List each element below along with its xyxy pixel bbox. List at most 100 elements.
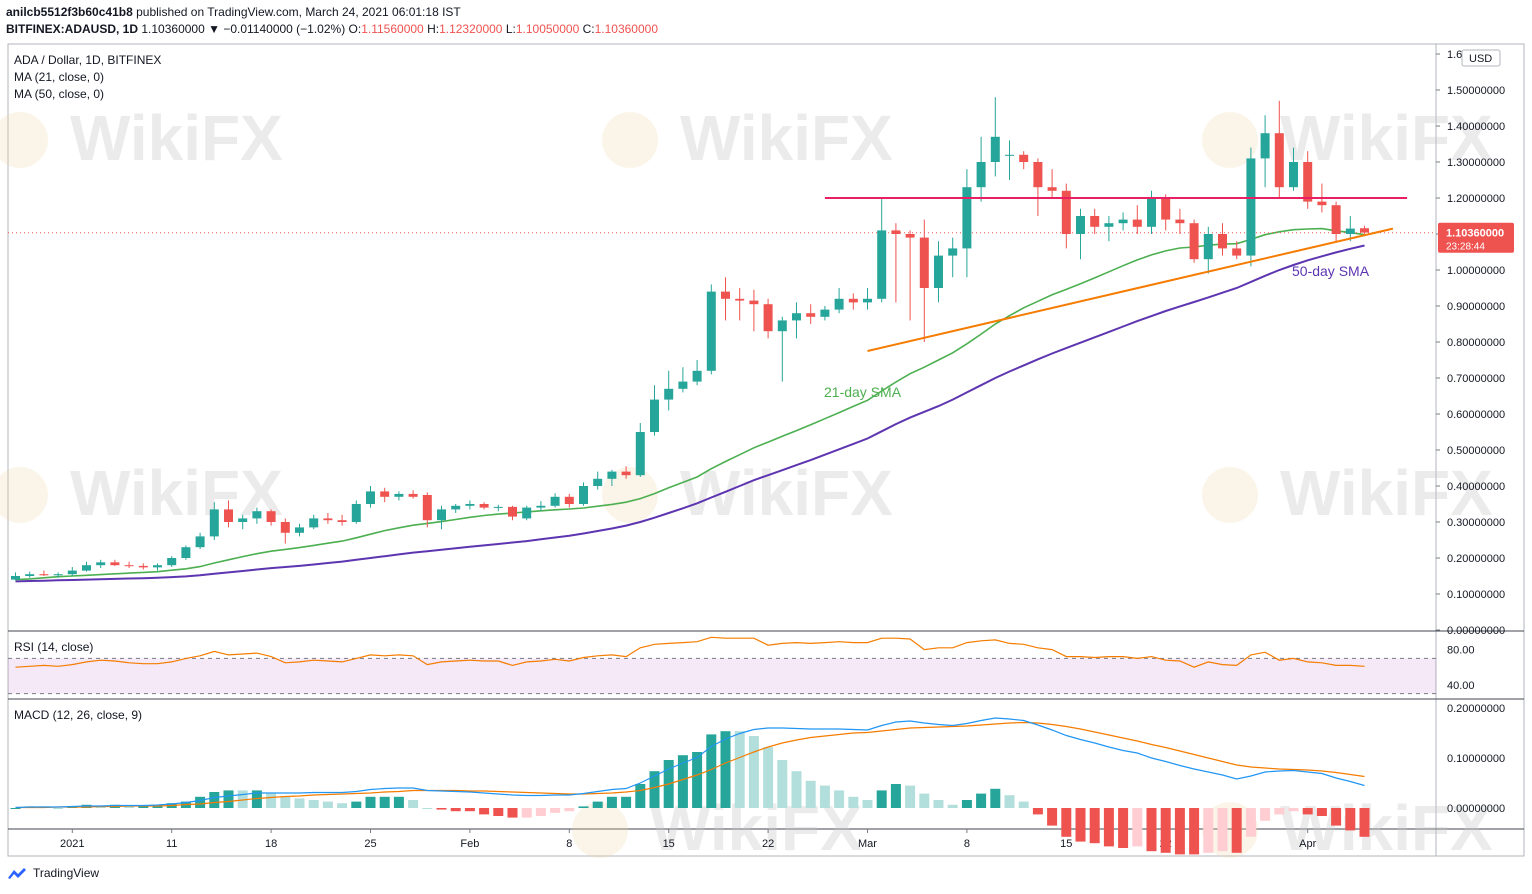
candle-body: [650, 399, 659, 432]
macd-histogram-bar: [464, 808, 475, 812]
candle-body: [948, 248, 958, 256]
macd-signal-line: [15, 721, 1365, 809]
chart-frame: [7, 43, 1525, 857]
macd-histogram-bar: [124, 806, 135, 808]
ohlc-header: BITFINEX:ADAUSD, 1D 1.10360000 ▼ −0.0114…: [6, 22, 658, 36]
close-value: 1.10360000: [594, 22, 658, 36]
candle-body: [1019, 154, 1029, 162]
candle-body: [962, 187, 972, 249]
macd-histogram-bar: [422, 808, 433, 809]
macd-histogram-bar: [720, 731, 731, 808]
time-tick-label: 2021: [60, 838, 84, 850]
time-tick-label: Apr: [1299, 838, 1316, 850]
candle-body: [53, 574, 63, 576]
macd-histogram-bar: [961, 800, 972, 808]
macd-histogram-bar: [1359, 808, 1370, 837]
candle-body: [891, 230, 901, 234]
ma21-legend[interactable]: MA (21, close, 0): [14, 70, 105, 84]
candle-body: [678, 381, 688, 389]
candle-body: [167, 558, 177, 566]
candle-body: [153, 565, 162, 568]
candle-body: [493, 506, 503, 508]
candle-body: [479, 504, 489, 508]
candle-body: [1033, 162, 1043, 188]
macd-histogram-bar: [195, 796, 206, 808]
candle-body: [209, 509, 219, 537]
macd-histogram-bar: [450, 808, 461, 812]
price-tick-label: 0.50000000: [1447, 445, 1505, 457]
price-tick-label: 1.6: [1447, 49, 1462, 61]
candle-body: [238, 518, 248, 522]
macd-legend[interactable]: MACD (12, 26, close, 9): [14, 708, 143, 722]
macd-histogram-bar: [1189, 808, 1200, 855]
candle-body: [692, 370, 702, 382]
watermark-text: WikiFX: [1280, 457, 1493, 529]
time-tick-label: 15: [663, 838, 675, 850]
macd-histogram-bar: [763, 747, 774, 808]
low-value: 1.10050000: [515, 22, 580, 36]
candle-body: [579, 486, 588, 504]
macd-histogram-bar: [322, 801, 333, 808]
macd-histogram-bar: [1061, 808, 1072, 837]
publisher-name[interactable]: anilcb5512f3b60c41b8: [6, 5, 133, 19]
candle-body: [564, 496, 574, 504]
rsi-tick-label: 80.00: [1447, 645, 1475, 657]
last-price-box: [1438, 222, 1514, 253]
rsi-legend[interactable]: RSI (14, close): [14, 640, 94, 654]
candle-body: [1161, 198, 1171, 220]
close-label: C:: [582, 22, 595, 36]
macd-histogram-bar: [834, 790, 845, 808]
macd-histogram-bar: [10, 808, 21, 809]
time-tick-label: Mar: [858, 838, 877, 850]
open-value: 1.11560000: [361, 22, 424, 36]
last-price: 1.10360000: [141, 22, 205, 36]
high-label: H:: [427, 22, 440, 36]
ma50-legend[interactable]: MA (50, close, 0): [14, 87, 105, 101]
publish-date: published on TradingView.com, March 24, …: [136, 5, 461, 19]
time-tick-label: 25: [364, 838, 376, 850]
price-tick-label: 1.20000000: [1447, 193, 1505, 205]
macd-histogram-bar: [351, 801, 362, 808]
sma21-annotation: 21-day SMA: [824, 384, 902, 400]
candle-body: [224, 509, 233, 522]
watermark-logo-icon: [0, 467, 48, 523]
candle-body: [607, 471, 617, 479]
low-label: L:: [505, 22, 516, 36]
macd-histogram-bar: [280, 796, 291, 808]
candle-body: [536, 505, 546, 508]
candle-body: [181, 547, 191, 558]
candle-body: [351, 504, 361, 522]
macd-histogram-bar: [379, 796, 390, 808]
candle-body: [621, 471, 631, 476]
candle-body: [1090, 216, 1100, 227]
time-tick-label: 15: [1060, 838, 1072, 850]
candle-body: [848, 298, 858, 303]
price-tick-label: 1.50000000: [1447, 85, 1505, 97]
time-tick-label: 8: [964, 838, 970, 850]
macd-histogram-bar: [408, 800, 419, 808]
candle-body: [863, 298, 872, 303]
candle-body: [1246, 158, 1256, 256]
macd-histogram-bar: [791, 771, 802, 808]
price-tick-label: 1.40000000: [1447, 121, 1505, 133]
macd-histogram-bar: [1103, 808, 1114, 847]
macd-histogram-bar: [976, 793, 987, 808]
candle-body: [1331, 205, 1341, 234]
macd-histogram-bar: [1231, 808, 1242, 853]
price-tick-label: 0.30000000: [1447, 517, 1505, 529]
candle-body: [635, 432, 645, 476]
sma50-annotation: 50-day SMA: [1292, 263, 1370, 279]
rsi-line: [15, 636, 1365, 668]
macd-histogram-bar: [251, 790, 262, 808]
main-legend[interactable]: ADA / Dollar, 1D, BITFINEX: [14, 53, 162, 67]
candle-body: [451, 505, 461, 510]
macd-histogram-bar: [876, 790, 887, 808]
macd-histogram-bar: [748, 736, 759, 808]
candle-body: [834, 298, 844, 310]
macd-histogram-bar: [535, 808, 546, 816]
candle-body: [138, 565, 148, 568]
tradingview-footer[interactable]: TradingView: [6, 866, 99, 880]
candle-body: [550, 496, 560, 506]
price-tick-label: 0.40000000: [1447, 481, 1505, 493]
macd-histogram-bar: [692, 752, 703, 808]
